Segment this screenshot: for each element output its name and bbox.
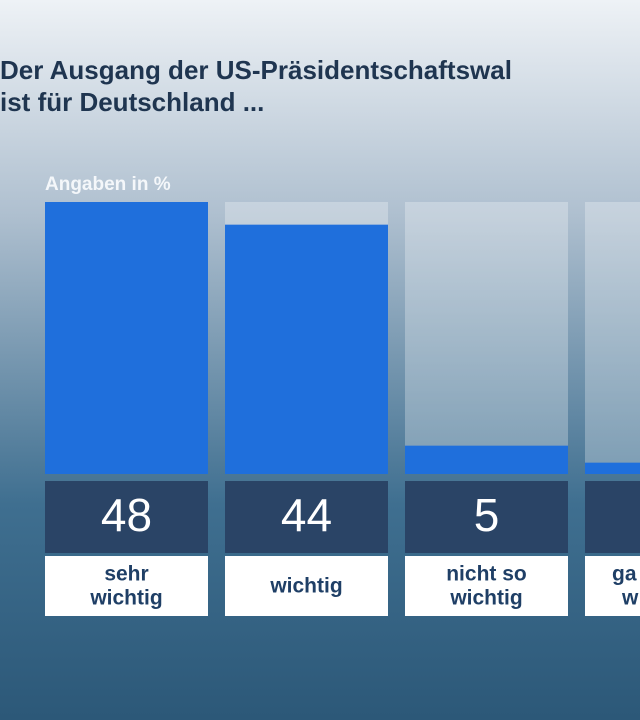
value-label: 48: [101, 489, 152, 541]
label-box: [405, 556, 568, 616]
value-label: 44: [281, 489, 332, 541]
column-background: [585, 202, 640, 474]
label-box: [585, 556, 640, 616]
value-box: [405, 481, 568, 553]
chart-title: ist für Deutschland ...: [0, 87, 264, 117]
bar: [45, 202, 208, 474]
x-tick-label: wichtig: [449, 587, 522, 610]
value-box: [45, 481, 208, 553]
value-box: [585, 481, 640, 553]
x-tick-label: wichtig: [89, 587, 162, 610]
label-box: [225, 556, 388, 616]
x-tick-label: w: [621, 587, 639, 610]
x-tick-label: nicht so: [446, 563, 527, 586]
chart-title: Der Ausgang der US-Präsidentschaftswal: [0, 55, 512, 85]
value-label: 5: [474, 489, 500, 541]
label-box: [45, 556, 208, 616]
column-background: [405, 202, 568, 474]
x-tick-label: ga: [612, 563, 637, 586]
value-box: [225, 481, 388, 553]
x-tick-label: sehr: [104, 563, 148, 586]
bar: [405, 445, 568, 474]
subtitle: Angaben in %: [45, 174, 171, 195]
bar: [585, 462, 640, 474]
bar: [225, 224, 388, 474]
x-tick-label: wichtig: [269, 575, 342, 598]
